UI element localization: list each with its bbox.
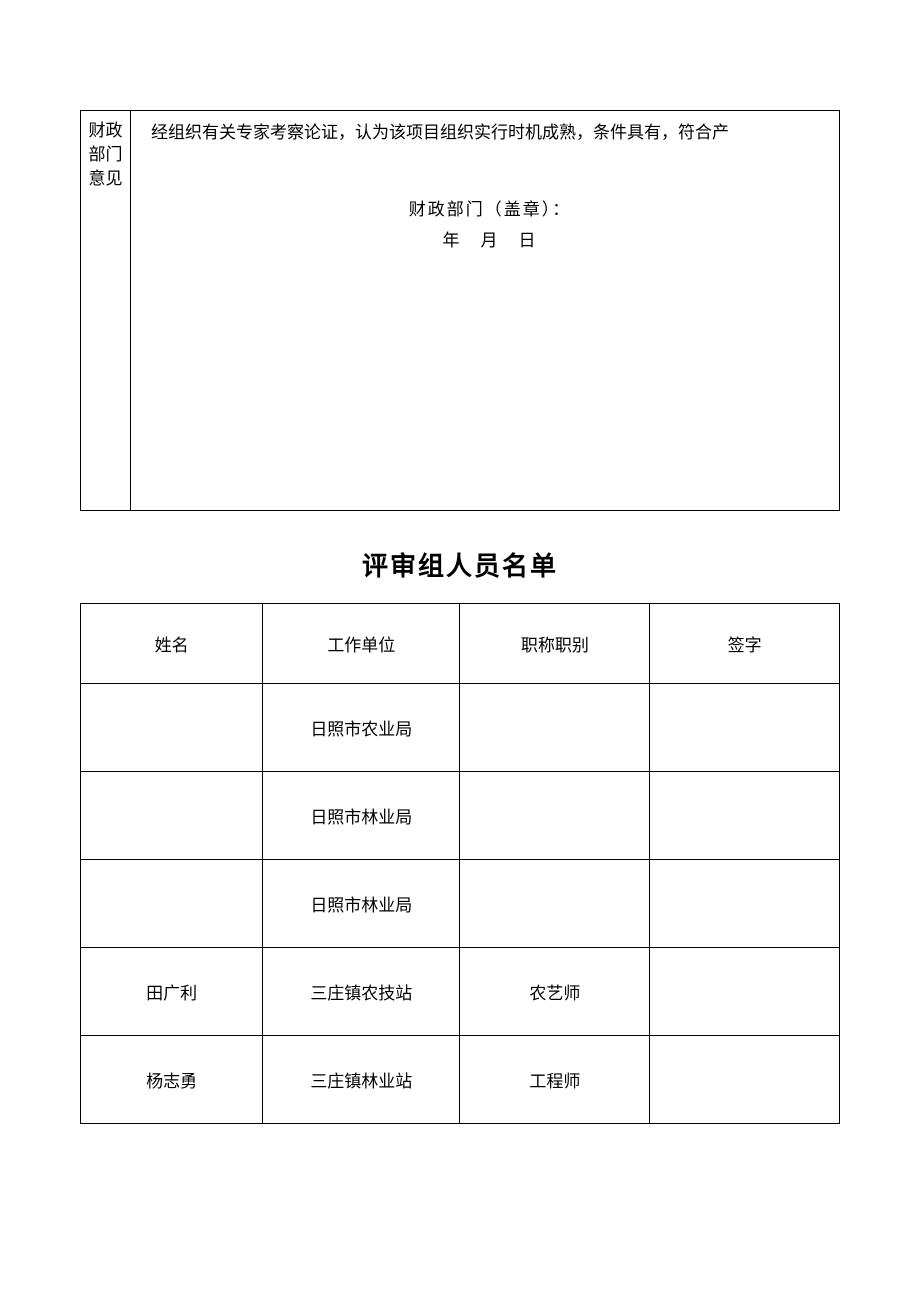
cell-sign <box>650 948 840 1036</box>
opinion-label: 财政部门意见 <box>85 119 126 190</box>
opinion-row: 财政部门意见 经组织有关专家考察论证，认为该项目组织实行时机成熟，条件具有，符合… <box>81 111 840 511</box>
table-row: 杨志勇 三庄镇林业站 工程师 <box>81 1036 840 1124</box>
cell-title: 工程师 <box>460 1036 650 1124</box>
cell-sign <box>650 860 840 948</box>
cell-title: 农艺师 <box>460 948 650 1036</box>
table-row: 日照市林业局 <box>81 860 840 948</box>
opinion-text: 经组织有关专家考察论证，认为该项目组织实行时机成熟，条件具有，符合产 <box>151 119 829 146</box>
header-title: 职称职别 <box>460 604 650 684</box>
table-row: 日照市农业局 <box>81 684 840 772</box>
cell-name: 杨志勇 <box>81 1036 263 1124</box>
cell-sign <box>650 684 840 772</box>
cell-unit: 日照市林业局 <box>263 772 460 860</box>
opinion-table: 财政部门意见 经组织有关专家考察论证，认为该项目组织实行时机成熟，条件具有，符合… <box>80 110 840 511</box>
header-sign: 签字 <box>650 604 840 684</box>
cell-unit: 日照市农业局 <box>263 684 460 772</box>
header-name: 姓名 <box>81 604 263 684</box>
stamp-label: 财政部门（盖章）： <box>151 196 829 223</box>
cell-sign <box>650 772 840 860</box>
opinion-label-cell: 财政部门意见 <box>81 111 131 511</box>
cell-unit: 日照市林业局 <box>263 860 460 948</box>
date-label: 年 月 日 <box>151 227 829 254</box>
cell-title <box>460 684 650 772</box>
header-unit: 工作单位 <box>263 604 460 684</box>
cell-unit: 三庄镇农技站 <box>263 948 460 1036</box>
cell-name: 田广利 <box>81 948 263 1036</box>
cell-unit: 三庄镇林业站 <box>263 1036 460 1124</box>
table-row: 日照市林业局 <box>81 772 840 860</box>
cell-name <box>81 772 263 860</box>
opinion-content-cell: 经组织有关专家考察论证，认为该项目组织实行时机成熟，条件具有，符合产 财政部门（… <box>131 111 840 511</box>
document-page: 财政部门意见 经组织有关专家考察论证，认为该项目组织实行时机成熟，条件具有，符合… <box>0 0 920 1124</box>
roster-header-row: 姓名 工作单位 职称职别 签字 <box>81 604 840 684</box>
roster-table: 姓名 工作单位 职称职别 签字 日照市农业局 日照市林业局 日照市林业局 <box>80 603 840 1124</box>
cell-title <box>460 772 650 860</box>
roster-title: 评审组人员名单 <box>80 546 840 583</box>
cell-title <box>460 860 650 948</box>
cell-name <box>81 860 263 948</box>
cell-sign <box>650 1036 840 1124</box>
table-row: 田广利 三庄镇农技站 农艺师 <box>81 948 840 1036</box>
cell-name <box>81 684 263 772</box>
